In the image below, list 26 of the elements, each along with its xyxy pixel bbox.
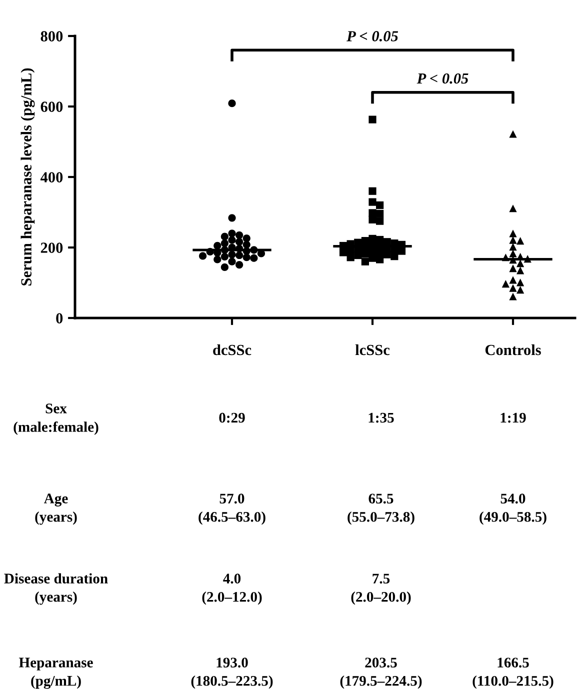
y-tick-label: 200 [40,242,63,253]
y-tick-label: 0 [56,313,63,324]
x-tick-label: lcSSc [355,344,390,356]
y-tick-label: 400 [40,172,63,182]
text: Age (years) [35,494,77,525]
text: 203.5 (179.5–224.5) [340,658,422,689]
y-tick-label: 600 [40,102,63,112]
x-tick-label: Controls [485,344,541,356]
text: 166.5 (110.0–215.5) [472,658,554,689]
text: Sex (male:female) [14,404,98,435]
text: 65.5 (55.0–73.8) [348,494,414,525]
text: 57.0 (46.5–63.0) [198,494,266,525]
text: 4.0 (2.0–12.0) [202,574,262,605]
text: 54.0 (49.0–58.5) [480,494,546,525]
text: Heparanase (pg/mL) [18,658,93,689]
text: 7.5 (2.0–20.0) [351,574,411,605]
text: 0:29 [219,412,245,423]
annotation: P < 0.05 [416,73,468,84]
text: 1:35 [368,412,394,423]
y-tick-label: 800 [40,31,63,42]
annotation: P < 0.05 [346,31,398,42]
text: 193.0 (180.5–223.5) [191,658,273,689]
y-axis-title: Serum heparanase levels (pg/mL) [20,68,35,286]
text: 1:19 [500,412,526,423]
text: Disease duration (years) [4,573,108,605]
x-tick-label: dcSSc [213,344,252,356]
